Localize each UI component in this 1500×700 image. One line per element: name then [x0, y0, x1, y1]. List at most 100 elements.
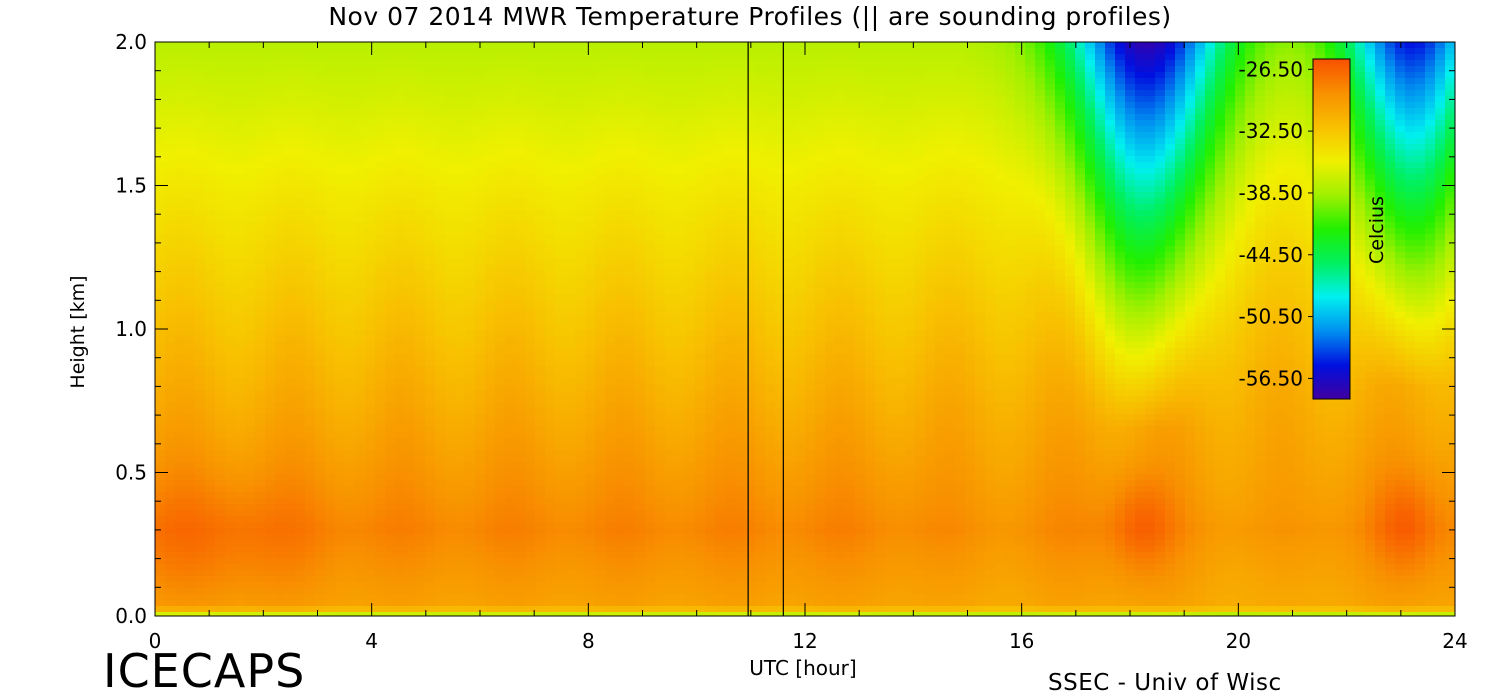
heatmap-cell [415, 198, 426, 205]
heatmap-cell [155, 348, 166, 355]
heatmap-cell [325, 540, 336, 547]
heatmap-cell [405, 360, 416, 367]
heatmap-cell [635, 90, 646, 97]
heatmap-cell [435, 120, 446, 127]
heatmap-cell [155, 426, 166, 433]
heatmap-cell [185, 114, 196, 121]
heatmap-cell [645, 360, 656, 367]
heatmap-cell [375, 108, 386, 115]
heatmap-cell [315, 576, 326, 583]
heatmap-cell [515, 390, 526, 397]
heatmap-cell [395, 420, 406, 427]
heatmap-cell [275, 264, 286, 271]
heatmap-cell [315, 270, 326, 277]
heatmap-cell [405, 228, 416, 235]
heatmap-cell [195, 450, 206, 457]
heatmap-cell [625, 66, 636, 73]
heatmap-cell [545, 174, 556, 181]
heatmap-cell [275, 612, 286, 616]
heatmap-cell [205, 486, 216, 493]
heatmap-cell [405, 192, 416, 199]
heatmap-cell [575, 396, 586, 403]
heatmap-cell [595, 366, 606, 373]
heatmap-cell [195, 72, 206, 79]
heatmap-cell [545, 318, 556, 325]
heatmap-cell [525, 78, 536, 85]
heatmap-cell [355, 426, 366, 433]
heatmap-cell [275, 180, 286, 187]
heatmap-cell [475, 132, 486, 139]
heatmap-cell [245, 174, 256, 181]
heatmap-cell [545, 312, 556, 319]
heatmap-cell [395, 480, 406, 487]
heatmap-cell [595, 570, 606, 577]
heatmap-cell [285, 138, 296, 145]
heatmap-cell [405, 162, 416, 169]
heatmap-cell [245, 306, 256, 313]
heatmap-cell [565, 294, 576, 301]
heatmap-cell [375, 90, 386, 97]
heatmap-cell [425, 360, 436, 367]
heatmap-cell [165, 360, 176, 367]
heatmap-cell [465, 354, 476, 361]
heatmap-cell [585, 84, 596, 91]
heatmap-cell [385, 372, 396, 379]
heatmap-cell [305, 324, 316, 331]
heatmap-cell [175, 204, 186, 211]
heatmap-cell [495, 516, 506, 523]
heatmap-cell [305, 120, 316, 127]
heatmap-cell [575, 546, 586, 553]
heatmap-cell [665, 96, 676, 103]
heatmap-cell [535, 126, 546, 133]
heatmap-cell [615, 522, 626, 529]
heatmap-cell [535, 42, 546, 49]
heatmap-cell [485, 360, 496, 367]
heatmap-cell [175, 54, 186, 61]
heatmap-cell [345, 396, 356, 403]
heatmap-cell [575, 504, 586, 511]
heatmap-cell [345, 114, 356, 121]
heatmap-cell [265, 576, 276, 583]
heatmap-cell [515, 66, 526, 73]
heatmap-cell [655, 96, 666, 103]
heatmap-cell [265, 258, 276, 265]
heatmap-cell [485, 354, 496, 361]
heatmap-cell [175, 546, 186, 553]
heatmap-cell [605, 54, 616, 61]
heatmap-cell [215, 126, 226, 133]
heatmap-cell [445, 336, 456, 343]
heatmap-cell [605, 528, 616, 535]
heatmap-cell [615, 444, 626, 451]
heatmap-cell [265, 480, 276, 487]
heatmap-cell [325, 336, 336, 343]
heatmap-cell [245, 168, 256, 175]
heatmap-cell [425, 96, 436, 103]
heatmap-cell [505, 138, 516, 145]
heatmap-cell [595, 588, 606, 595]
heatmap-cell [445, 408, 456, 415]
heatmap-cell [245, 510, 256, 517]
heatmap-cell [605, 180, 616, 187]
heatmap-cell [595, 390, 606, 397]
heatmap-cell [215, 186, 226, 193]
heatmap-cell [535, 324, 546, 331]
heatmap-cell [665, 438, 676, 445]
heatmap-cell [225, 132, 236, 139]
heatmap-cell [345, 276, 356, 283]
heatmap-cell [345, 54, 356, 61]
heatmap-cell [495, 84, 506, 91]
heatmap-cell [315, 126, 326, 133]
heatmap-cell [565, 606, 576, 613]
heatmap-cell [375, 264, 386, 271]
heatmap-cell [165, 450, 176, 457]
heatmap-cell [485, 336, 496, 343]
heatmap-cell [585, 162, 596, 169]
heatmap-cell [385, 414, 396, 421]
heatmap-cell [315, 120, 326, 127]
heatmap-cell [195, 90, 206, 97]
heatmap-cell [655, 150, 666, 157]
heatmap-cell [195, 66, 206, 73]
heatmap-cell [215, 366, 226, 373]
heatmap-cell [385, 492, 396, 499]
heatmap-cell [265, 360, 276, 367]
